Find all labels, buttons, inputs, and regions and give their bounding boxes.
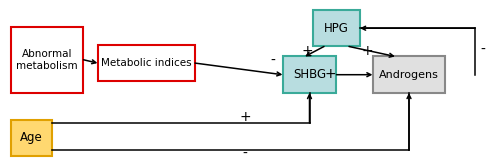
Text: SHBG: SHBG xyxy=(293,68,326,81)
Text: +: + xyxy=(239,110,251,124)
FancyBboxPatch shape xyxy=(282,56,337,93)
FancyBboxPatch shape xyxy=(312,10,360,46)
FancyBboxPatch shape xyxy=(11,27,84,93)
Text: Age: Age xyxy=(20,131,43,144)
Text: +: + xyxy=(302,44,314,58)
Text: Metabolic indices: Metabolic indices xyxy=(101,58,192,68)
FancyBboxPatch shape xyxy=(372,56,445,93)
Text: Androgens: Androgens xyxy=(379,70,438,80)
FancyBboxPatch shape xyxy=(98,45,195,81)
Text: +: + xyxy=(362,44,374,58)
Text: HPG: HPG xyxy=(324,22,348,35)
Text: -: - xyxy=(242,147,248,161)
FancyBboxPatch shape xyxy=(11,120,52,156)
Text: Abnormal
metabolism: Abnormal metabolism xyxy=(16,49,78,71)
Text: -: - xyxy=(270,54,275,68)
Text: -: - xyxy=(480,43,485,57)
Text: +: + xyxy=(324,67,336,81)
